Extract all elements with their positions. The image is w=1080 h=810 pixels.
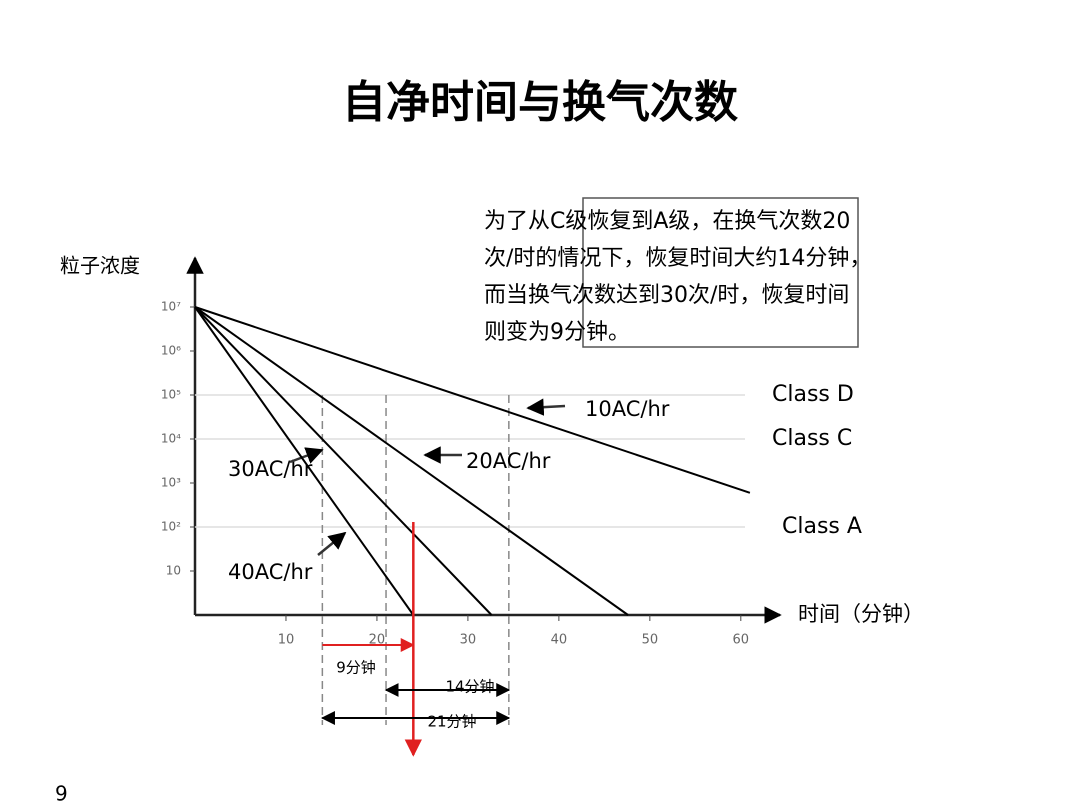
x-tick-label: 40 [551,633,568,648]
note-line: 则变为9分钟。 [484,320,630,345]
interval-label: 21分钟 [427,713,476,731]
class-label: Class D [772,382,854,407]
note-box [582,197,859,348]
x-tick-label: 10 [278,633,295,648]
label-arrow [526,398,566,416]
note-line: 为了从C级恢复到A级，在换气次数20 [484,209,850,234]
interval-label: 9分钟 [336,659,376,677]
class-label: Class C [772,426,852,451]
label-arrow [317,531,347,556]
series-label: 30AC/hr [228,457,313,481]
series-line [194,306,629,616]
x-tick-label: 60 [733,633,750,648]
series-label: 10AC/hr [585,397,670,421]
x-tick-label: 50 [642,633,659,648]
y-tick-label: 10⁴ [161,432,181,446]
x-axis-label: 时间（分钟） [798,602,924,626]
interval-label: 14分钟 [445,678,494,696]
note-line: 而当换气次数达到30次/时，恢复时间 [484,283,849,308]
y-tick-label: 10⁶ [161,344,181,358]
series-label: 20AC/hr [466,449,551,473]
x-tick-label: 30 [460,633,477,648]
x-tick-label: 20 [369,633,386,648]
y-tick-label: 10² [161,520,181,534]
y-tick-label: 10 [166,564,181,578]
label-arrow [289,447,324,464]
note-line: 次/时的情况下，恢复时间大约14分钟， [484,246,871,271]
series-line [194,306,751,494]
series-line [194,306,415,616]
y-axis-label: 粒子浓度 [60,254,140,278]
y-tick-label: 10³ [161,476,181,490]
chart-title: 自净时间与换气次数 [342,77,738,128]
y-tick-label: 10⁷ [161,300,181,314]
series-label: 40AC/hr [228,560,313,584]
y-tick-label: 10⁵ [161,388,181,402]
class-label: Class A [782,514,862,539]
series-line [194,306,493,616]
page-number: 9 [55,782,68,806]
